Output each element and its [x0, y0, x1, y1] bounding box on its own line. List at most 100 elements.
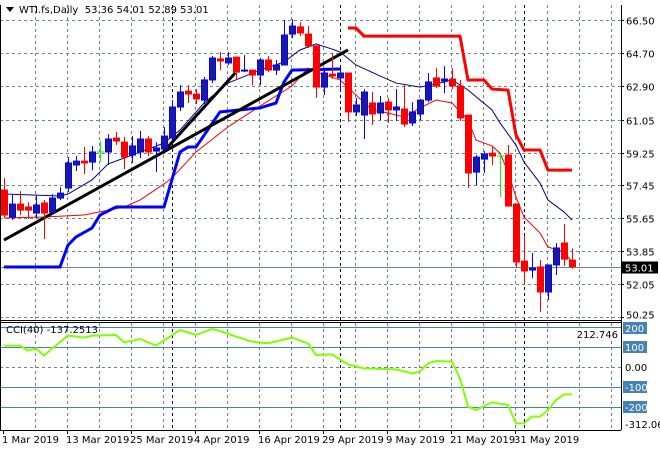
dropdown-triangle-icon[interactable] [6, 7, 14, 12]
time-tick-label: 29 Apr 2019 [322, 435, 384, 446]
candle-body [177, 91, 184, 108]
candle-body [169, 106, 176, 139]
symbol-label: WTI.fs,Daily [19, 5, 79, 16]
candle-body [361, 91, 368, 116]
candle-body [153, 147, 160, 152]
candle-body [481, 153, 488, 160]
price-tick-label: 52.05 [626, 281, 655, 292]
candle-body [225, 57, 232, 64]
candle-body [89, 151, 96, 163]
cci-label: CCI(40) -137.2513 [6, 325, 98, 336]
candle-body [17, 203, 24, 211]
candle-body [377, 102, 384, 114]
price-tick-label: 53.85 [626, 248, 655, 259]
cci-tick-label: 100 [625, 343, 644, 354]
candle-body [113, 137, 120, 142]
time-tick-label: 1 Mar 2019 [2, 435, 59, 446]
ma-fast-line [3, 67, 573, 263]
candle-body [409, 111, 416, 124]
candle-body [233, 56, 240, 73]
candle-body [329, 73, 336, 77]
candle-body [425, 81, 432, 101]
candle-body [393, 106, 400, 111]
candle-body [353, 104, 360, 113]
current-price-box [622, 261, 658, 274]
cci-panel [0, 327, 621, 425]
trendline [162, 72, 237, 153]
candle-body [297, 26, 304, 34]
axes: 66.50 64.70 62.90 61.05 59.25 57.45 55.65 53.85… [0, 5, 660, 446]
candle-body [281, 34, 288, 66]
candle-body [401, 108, 408, 125]
price-tick-label: 61.05 [626, 117, 655, 128]
candle-body [417, 99, 424, 115]
candle-body [265, 59, 272, 71]
time-tick-label: 16 Apr 2019 [258, 435, 320, 446]
cci-level-box [623, 381, 647, 393]
candle-body [49, 197, 56, 213]
time-tick-label: 25 Mar 2019 [130, 435, 193, 446]
time-tick-label: 21 May 2019 [450, 435, 515, 446]
cci-level-box [623, 341, 647, 353]
candles [1, 19, 576, 312]
price-tick-label: 62.90 [626, 83, 655, 94]
candle-body [433, 77, 440, 87]
candle-body [137, 138, 144, 153]
cci-tick-label: 0.00 [625, 363, 647, 374]
time-tick-label: 9 May 2019 [386, 435, 445, 446]
candle-body [33, 204, 40, 214]
candle-body [545, 264, 552, 293]
candle-body [73, 160, 80, 166]
candle-body [449, 78, 456, 87]
candle-body [441, 78, 448, 82]
overlays [3, 26, 573, 269]
candle-body [369, 102, 376, 115]
trendline [3, 48, 349, 242]
candle-body [121, 141, 128, 158]
candle-body [489, 152, 496, 157]
current-price-label: 53.01 [625, 264, 654, 275]
cci-tick-label: -100 [625, 383, 648, 394]
candle-body [321, 72, 328, 88]
candle-body [9, 203, 16, 218]
candle-body [457, 85, 464, 119]
time-tick-label: 13 Mar 2019 [66, 435, 129, 446]
price-tick-label: 64.70 [626, 50, 655, 61]
price-tick-label: 50.25 [626, 311, 655, 322]
symbol-header: WTI.fs,Daily 53.36 54.01 52.89 53.01 [6, 5, 209, 16]
price-tick-label: 57.45 [626, 182, 655, 193]
candle-body [57, 192, 64, 199]
support-line [4, 67, 341, 269]
candle-body [257, 59, 264, 76]
candle-body [273, 64, 280, 71]
candle-body [201, 79, 208, 101]
cci-line [4, 327, 572, 425]
candle-body [1, 189, 8, 216]
candle-body [81, 160, 88, 164]
candle-body [25, 206, 32, 211]
price-tick-label: 55.65 [626, 215, 655, 226]
candle-body [313, 45, 320, 88]
candle-body [241, 69, 248, 72]
time-tick-label: 31 May 2019 [514, 435, 579, 446]
candle-body [465, 114, 472, 174]
candle-body [209, 57, 216, 81]
cci-tick-label: -200 [625, 403, 648, 414]
cci-tick-label: 200 [625, 324, 644, 335]
candle-body [249, 69, 256, 76]
candle-body [65, 162, 72, 189]
cci-tick-label: 212.746 [577, 330, 618, 341]
candle-body [305, 33, 312, 47]
price-tick-label: 59.25 [626, 150, 655, 161]
candle-body [105, 138, 112, 153]
candle-body [537, 266, 544, 293]
candle-body [337, 72, 344, 79]
time-tick-label: 4 Apr 2019 [194, 435, 249, 446]
cci-max-label-bg [579, 328, 620, 340]
candle-body [161, 135, 168, 150]
candle-body [569, 259, 576, 268]
cci-tick-label: -312.062 [625, 420, 660, 431]
candle-body [529, 267, 536, 271]
candle-body [385, 101, 392, 111]
